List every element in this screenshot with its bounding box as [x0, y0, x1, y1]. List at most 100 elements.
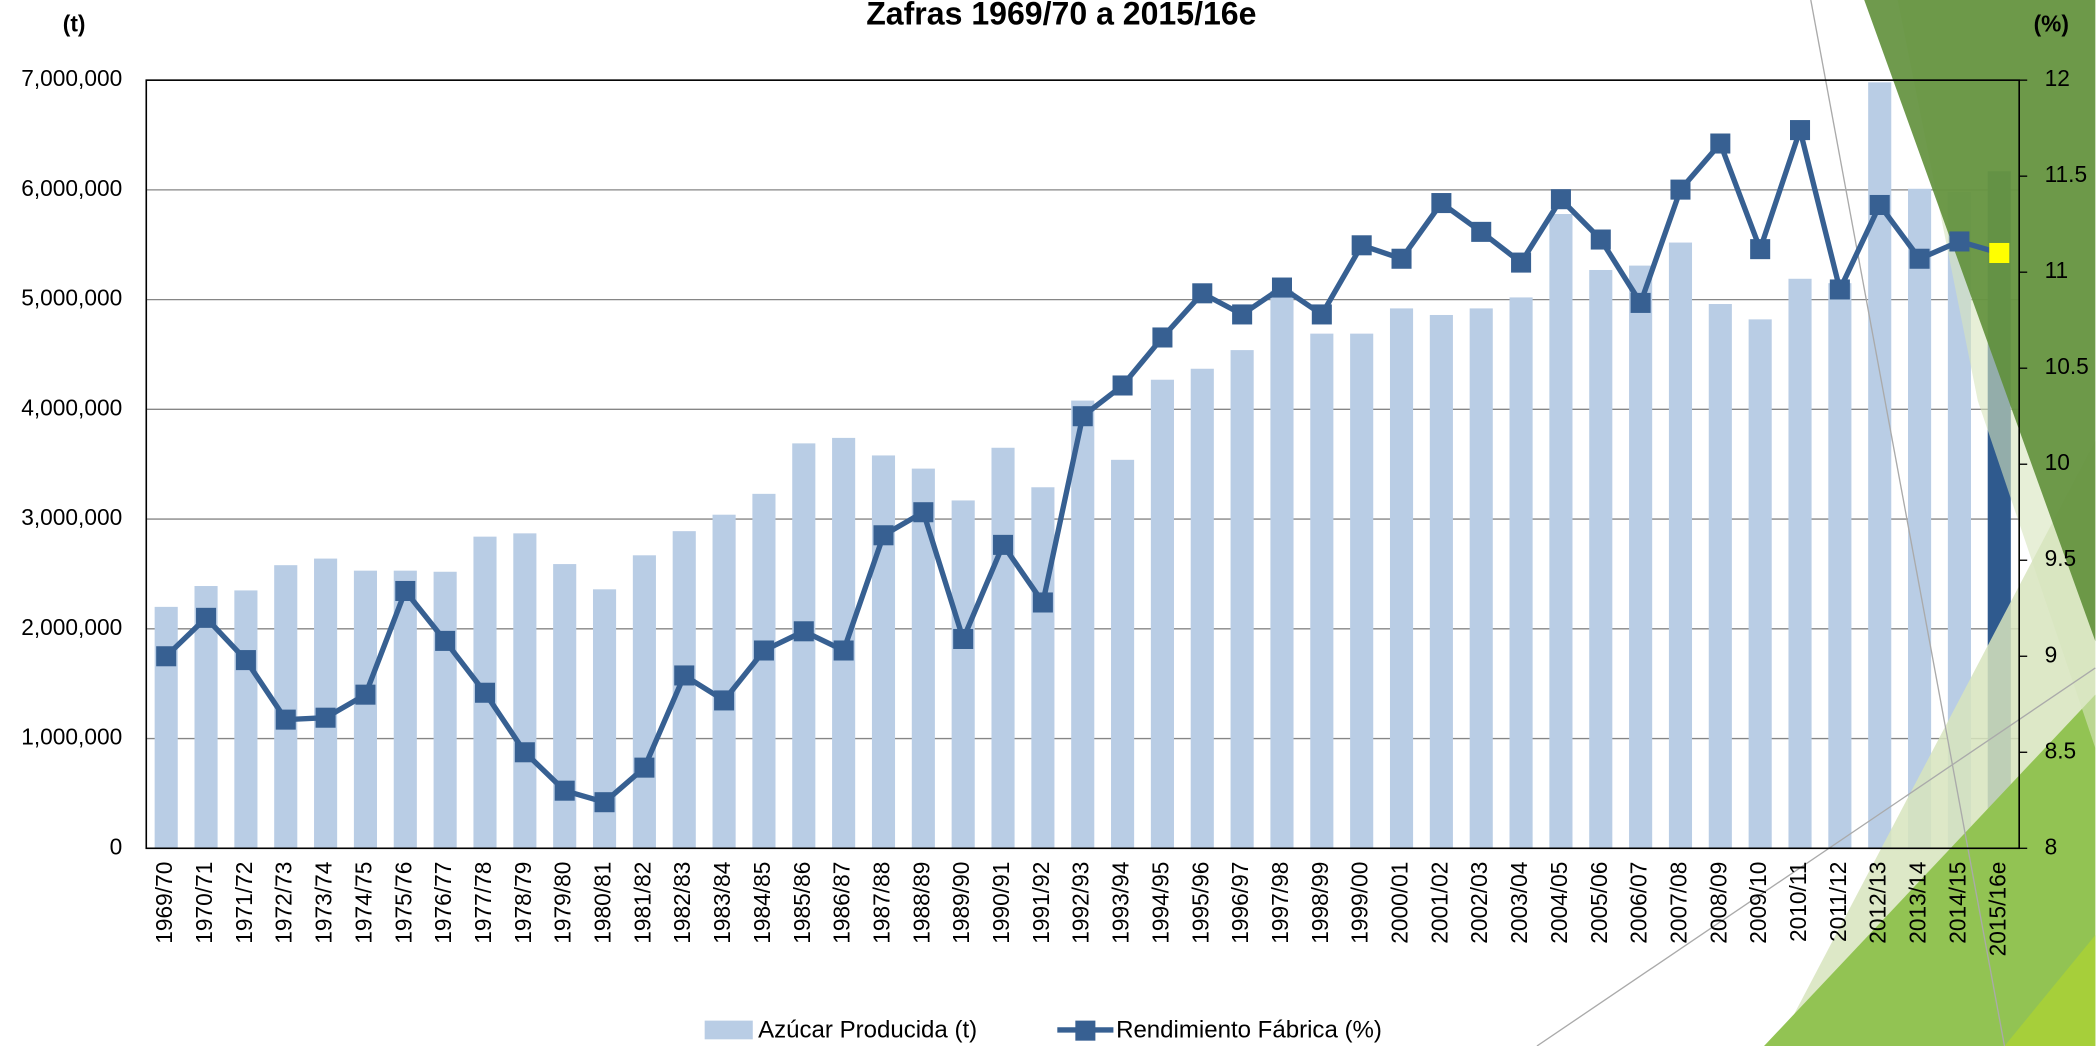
x-tick-label: 1992/93 [1068, 862, 1094, 944]
bar [1510, 297, 1533, 848]
x-tick-label: 1988/89 [908, 862, 934, 944]
line-marker [355, 685, 375, 705]
x-tick-label: 2004/05 [1546, 862, 1572, 944]
bar [1111, 460, 1134, 848]
line-marker [1152, 327, 1172, 347]
line-marker [1392, 249, 1412, 269]
x-tick-label: 1969/70 [151, 862, 177, 944]
decoration [1537, 0, 2095, 1046]
bar [1669, 243, 1692, 849]
y-tick-label: 7,000,000 [21, 65, 122, 91]
line-marker [1750, 239, 1770, 259]
x-tick-label: 1980/81 [590, 862, 616, 944]
legend-swatch [705, 1021, 753, 1040]
bar [1310, 334, 1333, 849]
line-marker [794, 621, 814, 641]
bar [155, 607, 178, 848]
bar [1908, 189, 1931, 848]
y-tick-label: 0 [110, 833, 123, 859]
bar [1828, 283, 1851, 848]
line-marker [1870, 195, 1890, 215]
bar [1071, 401, 1094, 849]
x-tick-label: 1985/86 [789, 862, 815, 944]
bar [1788, 279, 1811, 849]
x-tick-label: 2010/11 [1785, 862, 1811, 942]
line-marker [196, 608, 216, 628]
bar [991, 448, 1014, 849]
x-tick-label: 2011/12 [1825, 862, 1851, 942]
y-axis-label: (t) [63, 10, 86, 36]
bar [434, 572, 457, 849]
y2-tick-label: 12 [2045, 65, 2070, 91]
y2-tick-label: 11 [2045, 257, 2069, 283]
bar [912, 469, 935, 849]
line-marker [953, 629, 973, 649]
line-marker [1272, 278, 1292, 298]
x-tick-label: 1999/00 [1347, 862, 1373, 944]
line-marker [1670, 180, 1690, 200]
line-marker [156, 646, 176, 666]
x-tick-label: 1998/99 [1307, 862, 1333, 944]
legend-label: Rendimiento Fábrica (%) [1116, 1017, 1382, 1044]
line-marker [276, 710, 296, 730]
chart: Zafras 1969/70 a 2015/16e (t) (%) 01,000… [0, 0, 2096, 1046]
line-marker [1551, 189, 1571, 209]
bar [354, 571, 377, 849]
line-marker [634, 758, 654, 778]
x-tick-label: 1972/73 [271, 862, 297, 944]
x-tick-label: 1979/80 [550, 862, 576, 944]
line-marker [316, 708, 336, 728]
y-tick-label: 3,000,000 [21, 504, 122, 530]
x-tick-label: 1997/98 [1267, 862, 1293, 944]
y-tick-label: 6,000,000 [21, 175, 122, 201]
line-marker [236, 650, 256, 670]
x-tick-label: 1984/85 [749, 862, 775, 944]
line-marker [754, 640, 774, 660]
x-tick-label: 2009/10 [1745, 862, 1771, 944]
bar [553, 564, 576, 848]
line-marker [1949, 231, 1969, 251]
bar [1629, 266, 1652, 849]
bar [1430, 315, 1453, 848]
bar [1350, 334, 1373, 849]
y2-tick-label: 9.5 [2045, 545, 2077, 571]
bar [1191, 369, 1214, 849]
x-tick-label: 2015/16e [1984, 862, 2010, 957]
line-marker [714, 690, 734, 710]
line-marker [1830, 279, 1850, 299]
line-marker [674, 665, 694, 685]
line-marker [435, 631, 455, 651]
x-tick-label: 1986/87 [829, 862, 855, 944]
bar [1589, 270, 1612, 848]
front-layer: Zafras 1969/70 a 2015/16e (t) (%) 01,000… [21, 0, 2089, 1044]
x-tick-label: 1994/95 [1147, 862, 1173, 944]
line-marker [873, 525, 893, 545]
bar [234, 590, 257, 848]
x-tick-label: 2008/09 [1705, 862, 1731, 944]
line-marker [475, 683, 495, 703]
x-tick-label: 2000/01 [1387, 862, 1413, 944]
y2-tick-label: 11.5 [2045, 161, 2088, 187]
x-tick-label: 1993/94 [1108, 862, 1134, 944]
x-tick-label: 2003/04 [1506, 862, 1532, 944]
legend-label: Azúcar Producida (t) [758, 1017, 977, 1044]
bar [752, 494, 775, 848]
x-tick-label: 1995/96 [1187, 862, 1213, 944]
line-marker [595, 792, 615, 812]
bar [314, 559, 337, 849]
bar [1749, 319, 1772, 848]
x-tick-label: 1973/74 [311, 862, 337, 944]
line-marker [1790, 120, 1810, 140]
line-marker [1352, 235, 1372, 255]
line-marker [834, 640, 854, 660]
x-tick-label: 2001/02 [1426, 862, 1452, 944]
line-marker [1910, 249, 1930, 269]
x-tick-label: 1996/97 [1227, 862, 1253, 944]
line-marker [1989, 243, 2009, 263]
page: {"chart_data": { "type": "combo", "title… [0, 0, 2096, 1046]
x-tick-label: 1977/78 [470, 862, 496, 944]
x-tick-label: 1974/75 [350, 862, 376, 944]
bar [1231, 350, 1254, 848]
line-marker [993, 535, 1013, 555]
x-tick-label: 1987/88 [868, 862, 894, 944]
